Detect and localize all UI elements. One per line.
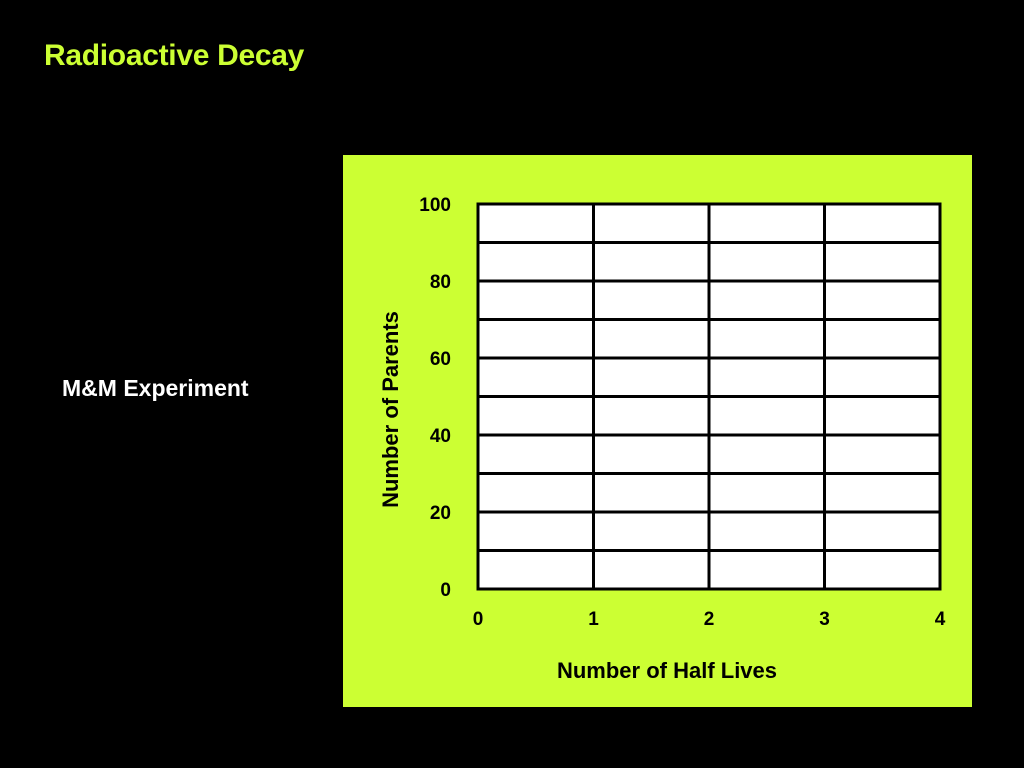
y-tick-label: 100	[419, 195, 451, 216]
x-tick-label: 3	[819, 609, 830, 630]
y-tick-label: 80	[430, 272, 451, 293]
slide-title: Radioactive Decay	[44, 39, 305, 72]
y-tick-label: 0	[440, 580, 451, 601]
gridlines	[476, 202, 942, 591]
y-tick-labels: 0 20 40 60 80 100	[419, 195, 451, 601]
x-tick-label: 4	[935, 609, 946, 630]
x-tick-label: 2	[704, 609, 715, 630]
y-tick-label: 20	[430, 503, 451, 524]
y-axis-title: Number of Parents	[378, 311, 403, 508]
experiment-label: M&M Experiment	[62, 375, 249, 401]
x-axis-title: Number of Half Lives	[557, 658, 777, 683]
plot-border	[476, 202, 942, 591]
x-tick-label: 1	[588, 609, 599, 630]
x-tick-label: 0	[473, 609, 484, 630]
x-tick-labels: 0 1 2 3 4	[473, 609, 946, 630]
y-tick-label: 40	[430, 426, 451, 447]
y-tick-label: 60	[430, 349, 451, 370]
